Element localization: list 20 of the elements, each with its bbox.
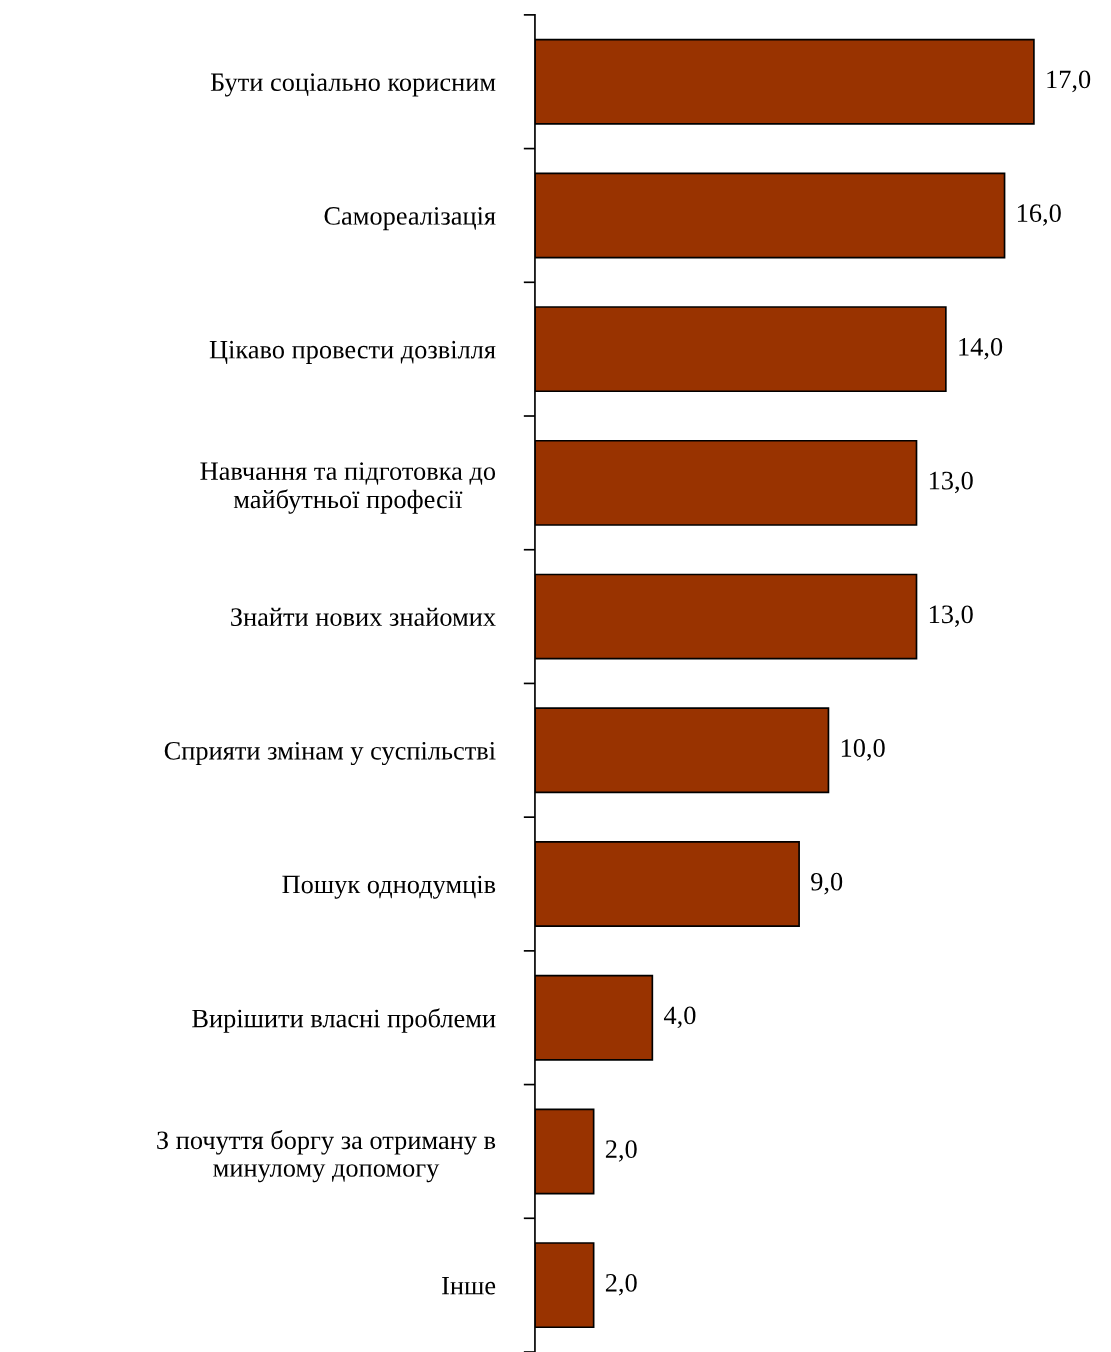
data-label: 14,0 xyxy=(959,337,1003,360)
y-tick-label: Самореалізація xyxy=(324,207,496,231)
data-label: 10,0 xyxy=(841,739,885,761)
data-label: 9,0 xyxy=(811,872,843,895)
y-tick-label: Цікаво провести дозвілля xyxy=(209,340,496,364)
data-label: 17,0 xyxy=(1047,70,1091,93)
data-label: 2,0 xyxy=(605,1140,637,1162)
y-tick-label: З почуття боргу за отриману в минулому допомогу xyxy=(157,1130,496,1183)
y-tick-label: Знайти нових знайомих xyxy=(231,607,496,626)
y-tick-label: Вирішити власні проблеми xyxy=(192,1008,496,1033)
y-tick-label: Навчання та підготовка до майбутньої професії xyxy=(200,462,496,514)
y-tick-label: Інше xyxy=(442,1277,496,1295)
data-label: 13,0 xyxy=(929,605,973,627)
y-tick-label: Пошук однодумців xyxy=(282,875,496,899)
y-tick-label: Бути соціально корисним xyxy=(210,73,496,97)
data-label: 2,0 xyxy=(605,1273,637,1296)
data-label: 13,0 xyxy=(929,471,973,494)
data-label: 16,0 xyxy=(1017,204,1061,226)
data-label: 4,0 xyxy=(663,1006,696,1029)
y-tick-label: Сприяти змінам у суспільстві xyxy=(164,741,496,766)
